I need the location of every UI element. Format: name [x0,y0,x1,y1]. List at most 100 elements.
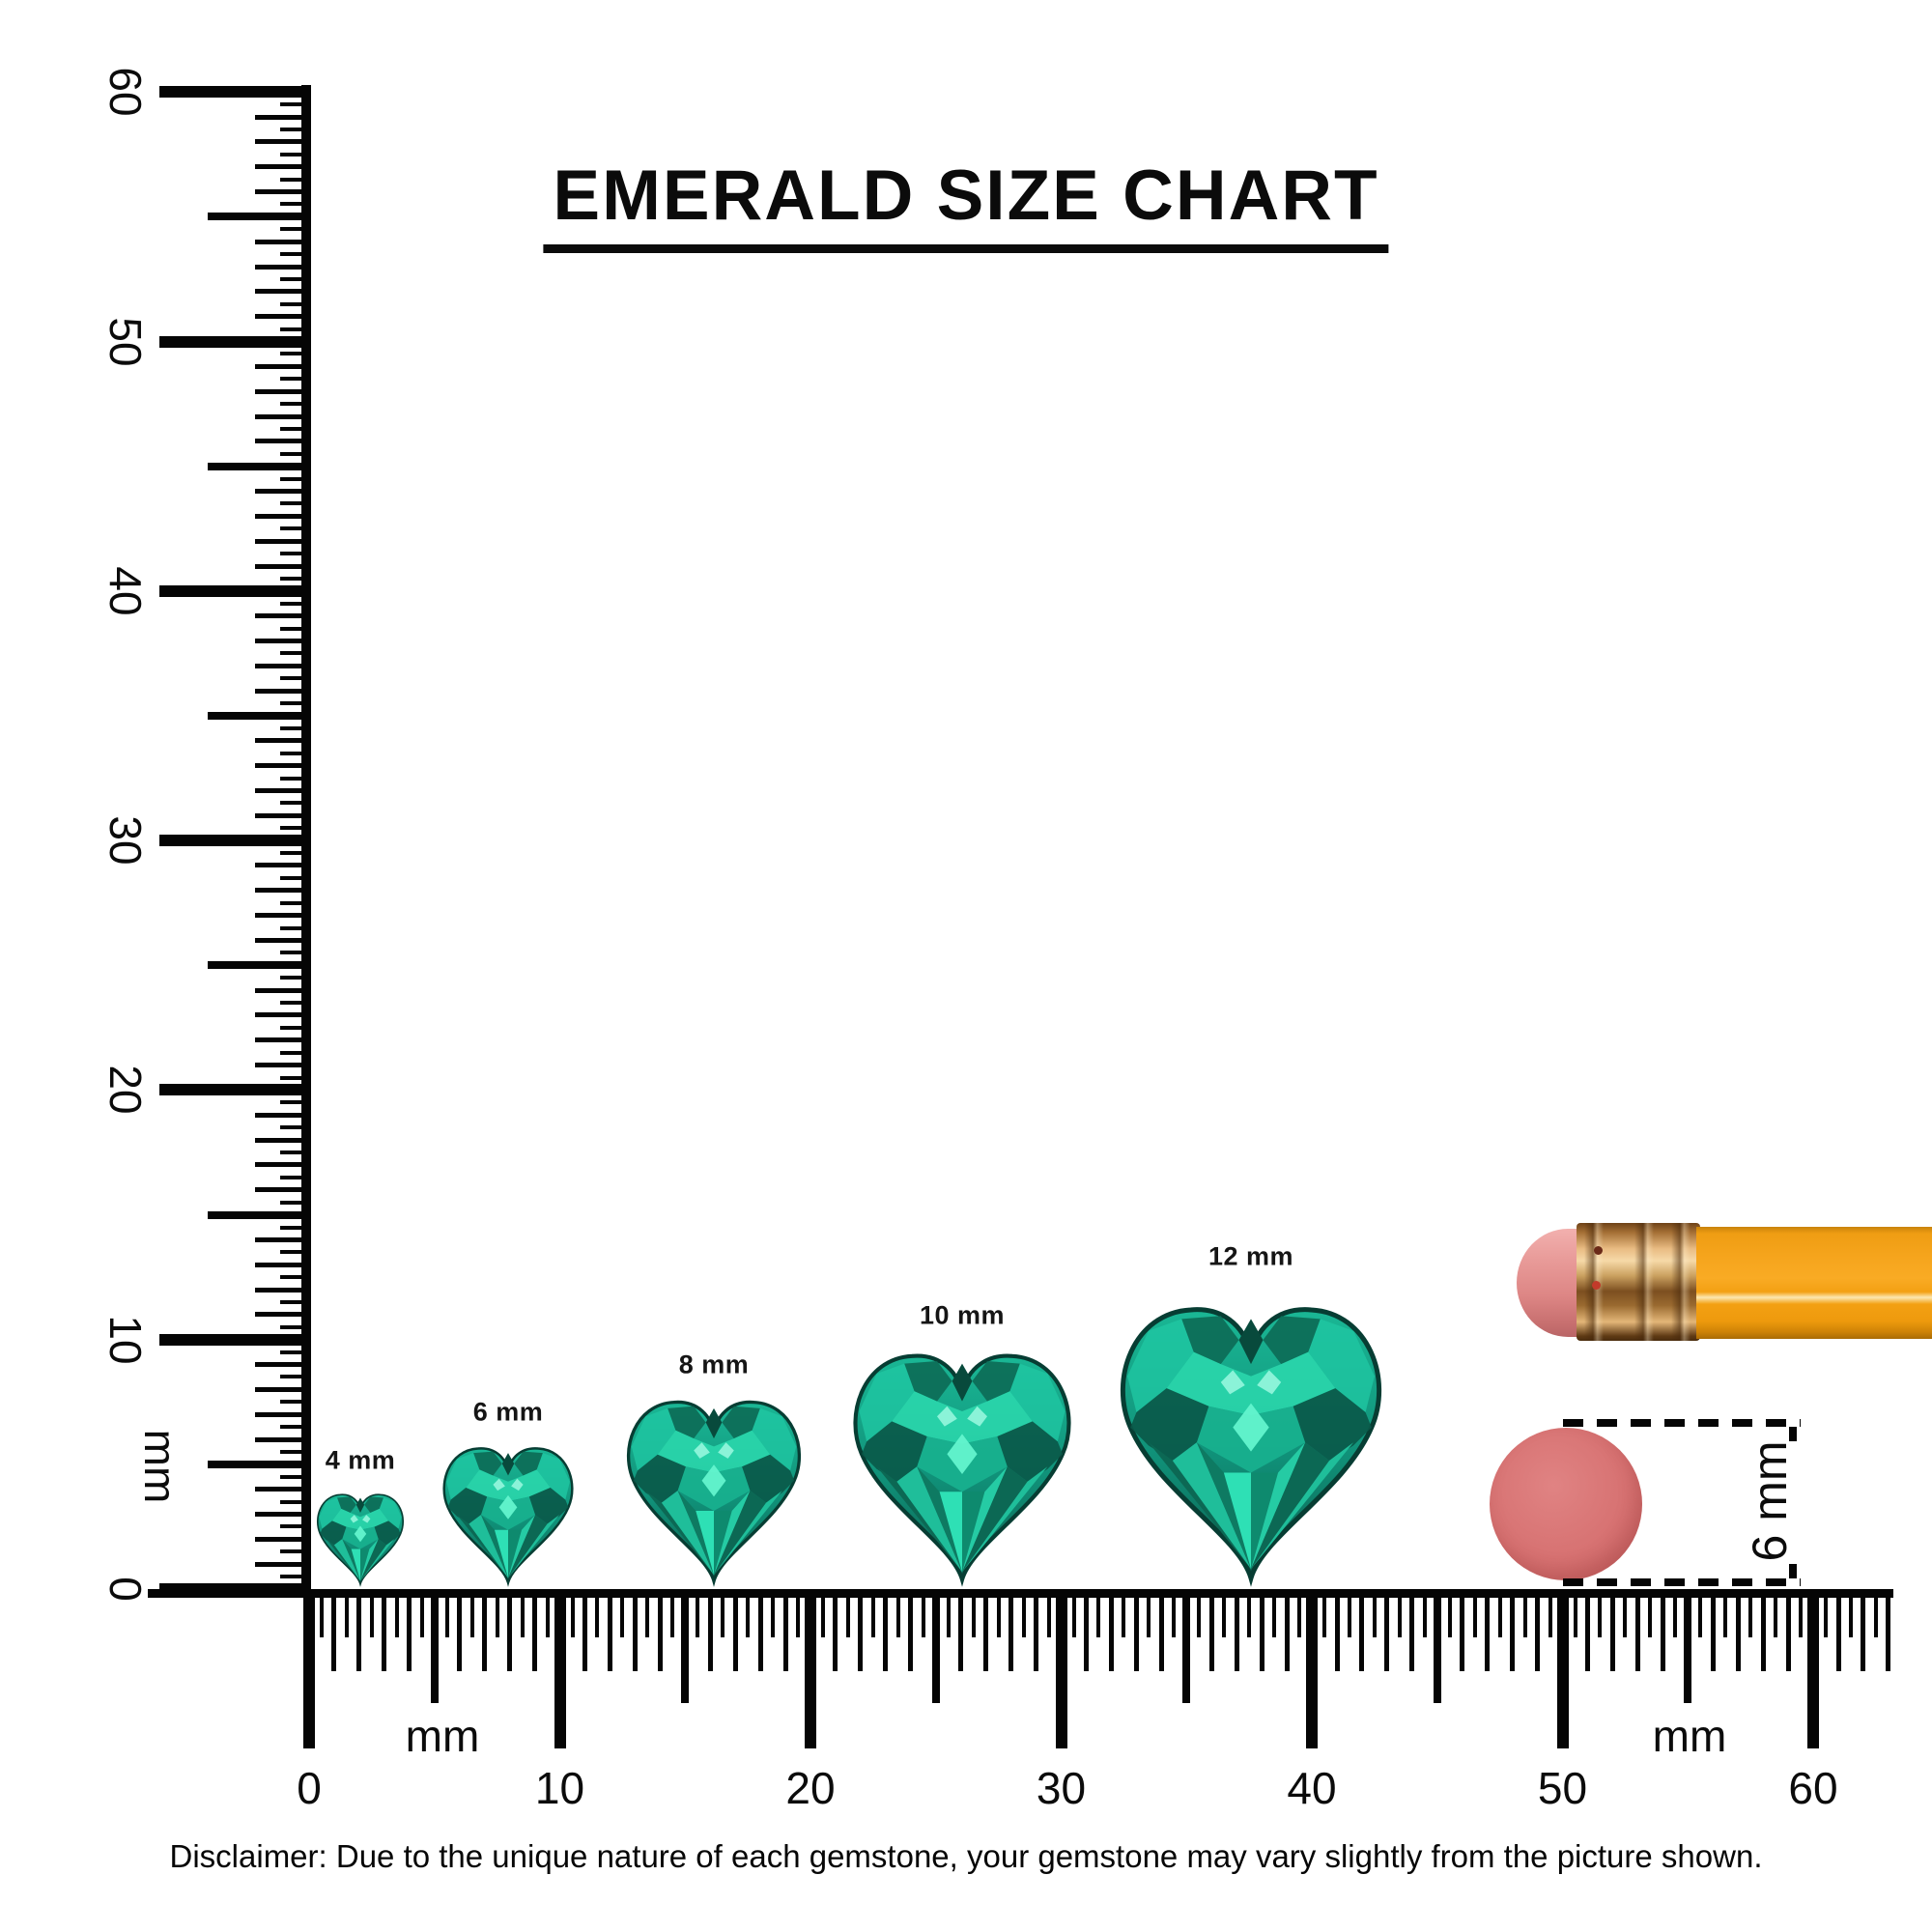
vertical-ruler-tick [280,426,311,431]
vertical-ruler-tick [255,563,311,569]
horizontal-ruler-number: 20 [785,1763,836,1813]
vertical-ruler-tick [255,663,311,668]
vertical-ruler-number: 40 [100,566,151,616]
vertical-ruler-tick [280,127,311,131]
vertical-ruler-tick [280,1474,311,1479]
horizontal-ruler-tick [394,1594,399,1637]
horizontal-ruler-number: 60 [1788,1763,1838,1813]
vertical-ruler-tick [255,439,311,444]
vertical-ruler-tick [280,252,311,257]
vertical-ruler-tick [280,676,311,681]
horizontal-ruler-tick [1886,1594,1891,1671]
vertical-ruler-tick [255,513,311,519]
horizontal-ruler-tick [1472,1594,1477,1637]
vertical-ruler-tick [280,352,311,356]
vertical-ruler-tick [255,1063,311,1068]
vertical-ruler-number: 30 [100,815,151,866]
horizontal-ruler-tick [958,1594,964,1671]
horizontal-ruler-tick [407,1594,412,1671]
horizontal-ruler-tick [419,1594,424,1637]
vertical-ruler-number: 10 [100,1315,151,1365]
horizontal-ruler-tick [1447,1594,1452,1637]
vertical-ruler-tick [255,189,311,194]
horizontal-ruler-tick [1497,1594,1502,1637]
vertical-ruler-tick [159,584,311,597]
horizontal-ruler-tick [696,1594,700,1637]
horizontal-ruler-unit-label-right: mm [1652,1711,1727,1761]
horizontal-ruler-tick [707,1594,713,1671]
vertical-ruler-tick [255,363,311,369]
vertical-ruler-tick [255,1312,311,1318]
horizontal-ruler-tick [1158,1594,1164,1671]
horizontal-ruler-tick [883,1594,889,1671]
horizontal-ruler-tick [1422,1594,1427,1637]
gem-size-label: 4 mm [325,1445,396,1475]
horizontal-ruler-tick [1723,1594,1728,1637]
vertical-ruler-tick [208,1210,311,1219]
horizontal-ruler-tick [545,1594,550,1637]
horizontal-ruler-tick [782,1594,788,1671]
vertical-ruler-tick [255,1411,311,1417]
vertical-ruler-tick [208,213,311,221]
vertical-ruler-tick [208,961,311,970]
horizontal-ruler-tick [457,1594,463,1671]
vertical-ruler-tick [280,1449,311,1454]
vertical-ruler-tick [255,489,311,494]
horizontal-ruler-tick [1021,1594,1026,1637]
vertical-ruler-tick [280,1075,311,1080]
eraser-diameter-label: 6 mm [1743,1440,1797,1562]
horizontal-ruler-tick [344,1594,349,1637]
vertical-ruler-tick [255,239,311,244]
horizontal-ruler-tick [895,1594,900,1637]
horizontal-ruler-tick [554,1594,566,1748]
vertical-ruler-tick [280,1025,311,1030]
horizontal-ruler-tick [1222,1594,1227,1637]
vertical-ruler-tick [280,601,311,606]
horizontal-ruler-tick [1835,1594,1841,1671]
horizontal-ruler-tick [1372,1594,1377,1637]
vertical-ruler-tick [280,501,311,506]
horizontal-ruler-tick [469,1594,474,1637]
horizontal-ruler-tick [921,1594,925,1637]
vertical-ruler-tick [255,1436,311,1442]
vertical-ruler-tick [280,327,311,331]
horizontal-ruler-tick [1384,1594,1390,1671]
horizontal-ruler-tick [1284,1594,1290,1671]
vertical-ruler-tick [280,152,311,156]
horizontal-ruler-number: 0 [297,1763,322,1813]
vertical-ruler-tick [280,1425,311,1430]
horizontal-ruler-tick [1272,1594,1277,1637]
vertical-ruler-tick [255,1287,311,1293]
vertical-ruler-tick [280,1100,311,1105]
vertical-ruler-tick [280,1575,311,1579]
vertical-ruler-tick [255,987,311,993]
ferrule-crimp-band [1634,1223,1654,1341]
horizontal-ruler-tick [746,1594,751,1637]
vertical-ruler-tick [280,1225,311,1230]
horizontal-ruler-tick [996,1594,1001,1637]
pencil-body [1696,1227,1932,1339]
horizontal-ruler-tick [1848,1594,1853,1637]
vertical-ruler-tick [255,264,311,270]
horizontal-ruler-tick [732,1594,738,1671]
horizontal-ruler-tick [1297,1594,1301,1637]
horizontal-ruler-tick [1585,1594,1590,1671]
vertical-ruler-number: 60 [100,67,151,117]
horizontal-ruler-tick [1774,1594,1778,1637]
horizontal-ruler-tick [1347,1594,1351,1637]
vertical-ruler-tick [255,812,311,818]
horizontal-ruler-tick [845,1594,850,1637]
vertical-ruler-tick [280,1549,311,1554]
vertical-ruler-number: 0 [100,1577,151,1602]
horizontal-ruler-tick [1108,1594,1114,1671]
vertical-ruler-tick [255,688,311,694]
vertical-ruler-tick [280,826,311,831]
horizontal-ruler-tick [1409,1594,1415,1671]
horizontal-ruler-tick [971,1594,976,1637]
horizontal-ruler-tick [1071,1594,1076,1637]
horizontal-ruler-tick [632,1594,638,1671]
vertical-ruler-tick [280,1350,311,1354]
vertical-ruler-tick [280,776,311,781]
vertical-ruler-tick [255,1262,311,1267]
